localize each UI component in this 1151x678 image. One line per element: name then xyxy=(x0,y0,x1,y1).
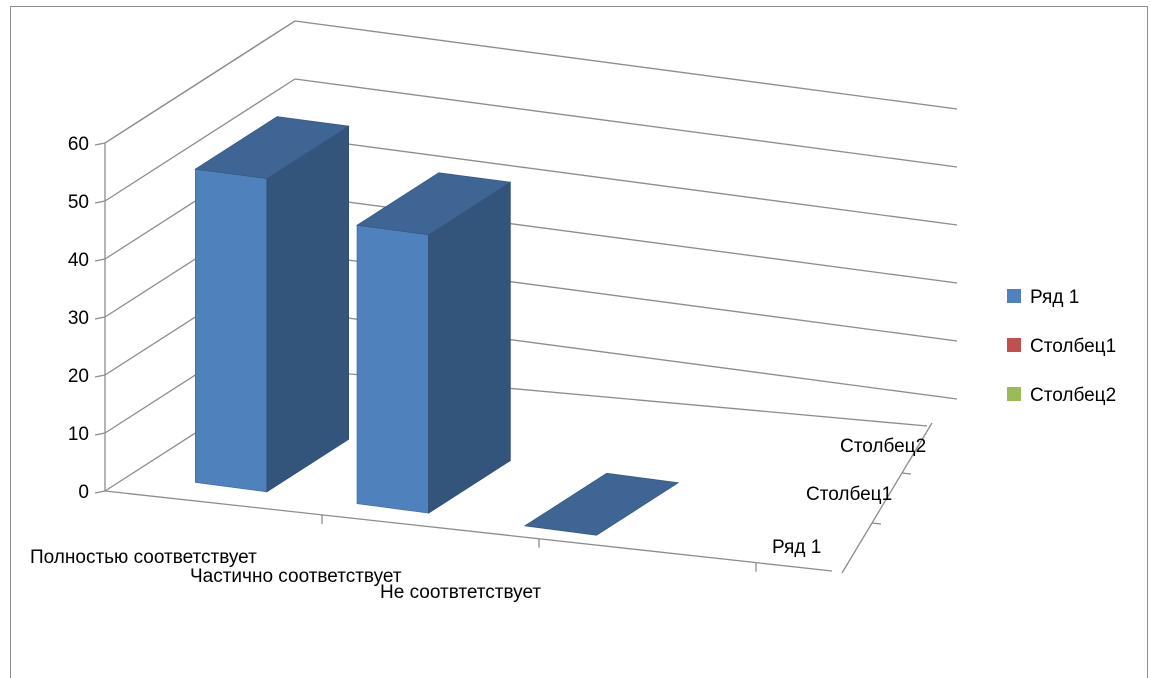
x-category-label: Частично соответствует xyxy=(190,566,402,587)
x-axis-line xyxy=(104,490,833,572)
bar-front xyxy=(356,224,430,514)
bar-top xyxy=(194,116,350,180)
bar-side xyxy=(428,181,511,514)
y-tick-label: 40 xyxy=(68,250,89,271)
depth-tick-mark xyxy=(871,522,882,525)
y-tick-label: 50 xyxy=(68,192,89,213)
bar-top xyxy=(355,172,512,236)
legend-swatch xyxy=(1007,338,1021,352)
y-tick-label: 60 xyxy=(68,134,89,155)
legend: Ряд 1 Столбец1 Столбец2 xyxy=(1007,287,1116,406)
y-tick-mark xyxy=(94,200,106,204)
y-tick-label: 20 xyxy=(68,366,89,387)
y-tick-mark xyxy=(94,142,106,146)
x-category-label: Полностью соответствует xyxy=(30,547,257,568)
gridline-side xyxy=(104,78,296,202)
depth-axis-line xyxy=(841,422,933,574)
y-axis-top-edge xyxy=(104,20,296,144)
depth-axis-label: Столбец2 xyxy=(840,436,926,457)
y-tick-label: 30 xyxy=(68,308,89,329)
legend-label: Ряд 1 xyxy=(1030,287,1079,308)
y-tick-label: 0 xyxy=(78,482,89,503)
y-tick-mark xyxy=(94,490,106,494)
legend-label: Столбец1 xyxy=(1030,336,1116,357)
y-tick-label: 10 xyxy=(68,424,89,445)
bar-front xyxy=(194,168,268,493)
bars xyxy=(194,116,680,536)
depth-axis-label: Ряд 1 xyxy=(772,537,821,558)
gridline-back xyxy=(294,136,958,226)
chart-frame xyxy=(10,6,1148,678)
bar-top xyxy=(523,472,680,536)
legend-swatch xyxy=(1007,387,1021,401)
y-tick-mark xyxy=(94,258,106,262)
depth-tick-mark xyxy=(901,472,912,475)
y-tick-mark xyxy=(94,316,106,320)
gridline-back xyxy=(294,78,958,168)
depth-axis-label: Столбец1 xyxy=(806,484,892,505)
y-tick-mark xyxy=(94,432,106,436)
legend-swatch xyxy=(1007,289,1021,303)
legend-label: Столбец2 xyxy=(1030,385,1116,406)
bar-side xyxy=(266,125,350,493)
y-axis-tick-labels: 0 10 20 30 40 50 60 xyxy=(68,134,89,503)
y-tick-mark xyxy=(94,374,106,378)
gridline-back xyxy=(294,20,958,110)
depth-axis-labels: Ряд 1 Столбец1 Столбец2 xyxy=(772,436,926,558)
x-category-label: Не соотвтетствует xyxy=(380,582,541,603)
